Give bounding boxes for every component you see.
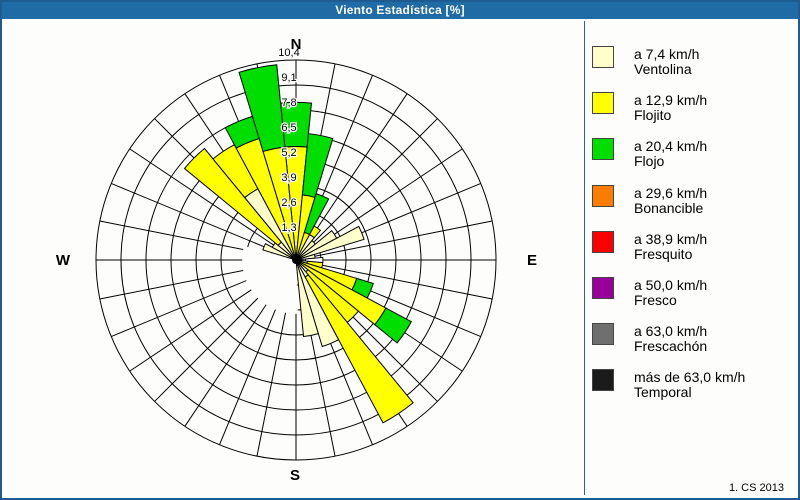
wind-bar-sebe-green — [374, 307, 413, 344]
legend-item-fresquito: a 38,9 km/h Fresquito — [592, 230, 708, 262]
legend-swatch-icon — [592, 369, 614, 392]
legend-item-temporal: más de 63,0 km/h Temporal — [592, 369, 745, 400]
legend-item-flojo: a 20,4 km/h Flojo — [592, 138, 707, 169]
legend-label: a 12,9 km/h Flojito — [634, 92, 708, 124]
legend: a 7,4 km/h Ventolina a 12,9 km/h Flojito a 2… — [592, 2, 792, 498]
legend-swatch-icon — [592, 46, 614, 68]
calm-marker — [305, 256, 324, 264]
legend-label: más de 63,0 km/h Temporal — [634, 369, 746, 401]
legend-label: a 50,0 km/h Fresco — [634, 277, 708, 308]
polar-grid — [95, 59, 497, 461]
legend-label: a 20,4 km/h Flojo — [634, 138, 708, 170]
svg-text:6,5: 6,5 — [281, 122, 296, 134]
legend-label: a 38,9 km/h Fresquito — [634, 230, 708, 262]
wind-bar-sse-cream — [295, 259, 340, 348]
legend-swatch-icon — [592, 323, 614, 346]
legend-item-bonancible: a 29,6 km/h Bonancible — [592, 184, 708, 216]
svg-text:3,9: 3,9 — [281, 172, 296, 184]
svg-text:1,3: 1,3 — [281, 222, 296, 234]
svg-text:5,2: 5,2 — [281, 147, 296, 159]
window-title: Viento Estadística [%] — [2, 2, 798, 19]
legend-item-ventolina: a 7,4 km/h Ventolina — [592, 46, 699, 77]
svg-text:10,4: 10,4 — [278, 47, 299, 59]
compass-w: W — [56, 252, 71, 269]
compass-e: E — [527, 252, 537, 269]
wind-bar-nbw-green — [238, 64, 286, 153]
legend-swatch-icon — [592, 230, 614, 253]
legend-item-flojito: a 12,9 km/h Flojito — [592, 92, 707, 123]
rose-center-dot — [292, 256, 300, 264]
legend-swatch-icon — [592, 138, 614, 161]
legend-label: a 29,6 km/h Bonancible — [634, 184, 708, 216]
legend-label: a 63,0 km/h Frescachón — [634, 323, 708, 355]
svg-text:2,6: 2,6 — [281, 197, 296, 209]
legend-label: a 7,4 km/h Ventolina — [634, 46, 700, 77]
legend-item-fresco: a 50,0 km/h Fresco — [592, 277, 707, 308]
svg-text:9,1: 9,1 — [281, 72, 296, 84]
compass-labels: N E S W — [56, 36, 537, 484]
wind-bar-sbe-cream — [295, 259, 319, 338]
compass-s: S — [290, 467, 300, 484]
legend-swatch-icon — [592, 277, 614, 299]
legend-separator — [584, 21, 585, 495]
wind-bar-ene-cream — [295, 225, 365, 261]
wind-bars — [183, 64, 414, 424]
legend-swatch-icon — [592, 92, 614, 115]
svg-text:7,8: 7,8 — [281, 97, 296, 109]
grid-mask-wedge — [242, 246, 298, 314]
compass-n: N — [291, 36, 302, 53]
ring-labels: 1,3 2,6 3,9 5,2 6,5 7,8 9,1 10,4 — [277, 46, 301, 236]
wind-bar-nebn-yellow — [308, 225, 322, 239]
footer-credit: 1. CS 2013 — [728, 482, 784, 494]
legend-swatch-icon — [592, 184, 614, 207]
legend-item-frescachón: a 63,0 km/h Frescachón — [592, 323, 707, 354]
